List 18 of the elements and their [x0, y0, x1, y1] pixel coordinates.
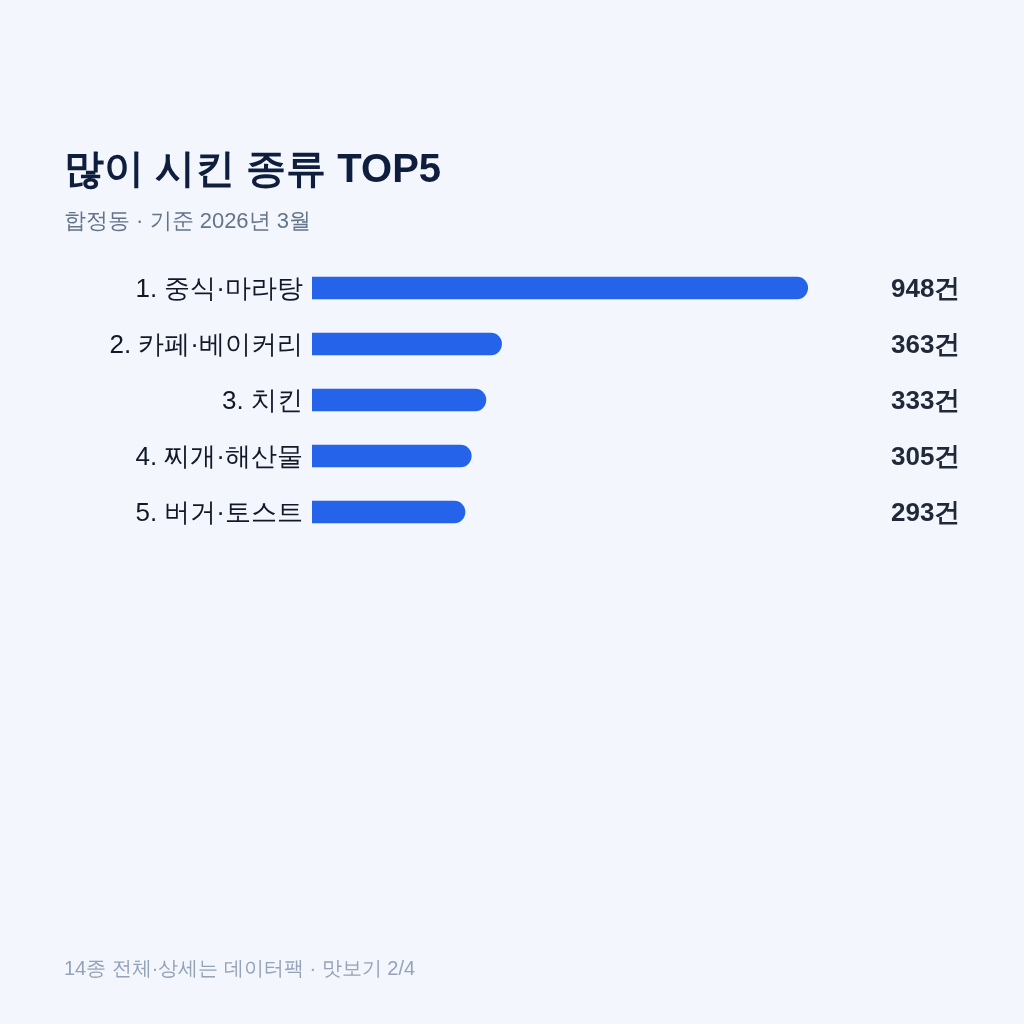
data-label: 293건	[891, 497, 961, 527]
bar	[312, 388, 487, 412]
data-label: 363건	[891, 329, 961, 359]
data-label: 305건	[891, 441, 961, 471]
data-label: 948건	[891, 273, 961, 303]
y-tick-label: 3. 치킨	[222, 385, 303, 416]
bar	[312, 500, 466, 524]
bar	[312, 444, 472, 468]
y-tick-label: 1. 중식·마라탕	[135, 273, 303, 304]
chart-subtitle: 합정동 · 기준 2026년 3월	[64, 208, 311, 233]
y-tick-label: 2. 카페·베이커리	[109, 329, 303, 360]
bar	[312, 276, 808, 300]
chart-title: 많이 시킨 종류 TOP5	[64, 146, 442, 190]
text: 14종 전체·상세는 데이터팩 · 맛보기 2/4	[64, 957, 416, 979]
bar	[312, 332, 502, 356]
y-tick-label: 5. 버거·토스트	[135, 497, 303, 528]
y-tick-label: 4. 찌개·해산물	[135, 441, 303, 472]
data-label: 333건	[891, 385, 961, 415]
